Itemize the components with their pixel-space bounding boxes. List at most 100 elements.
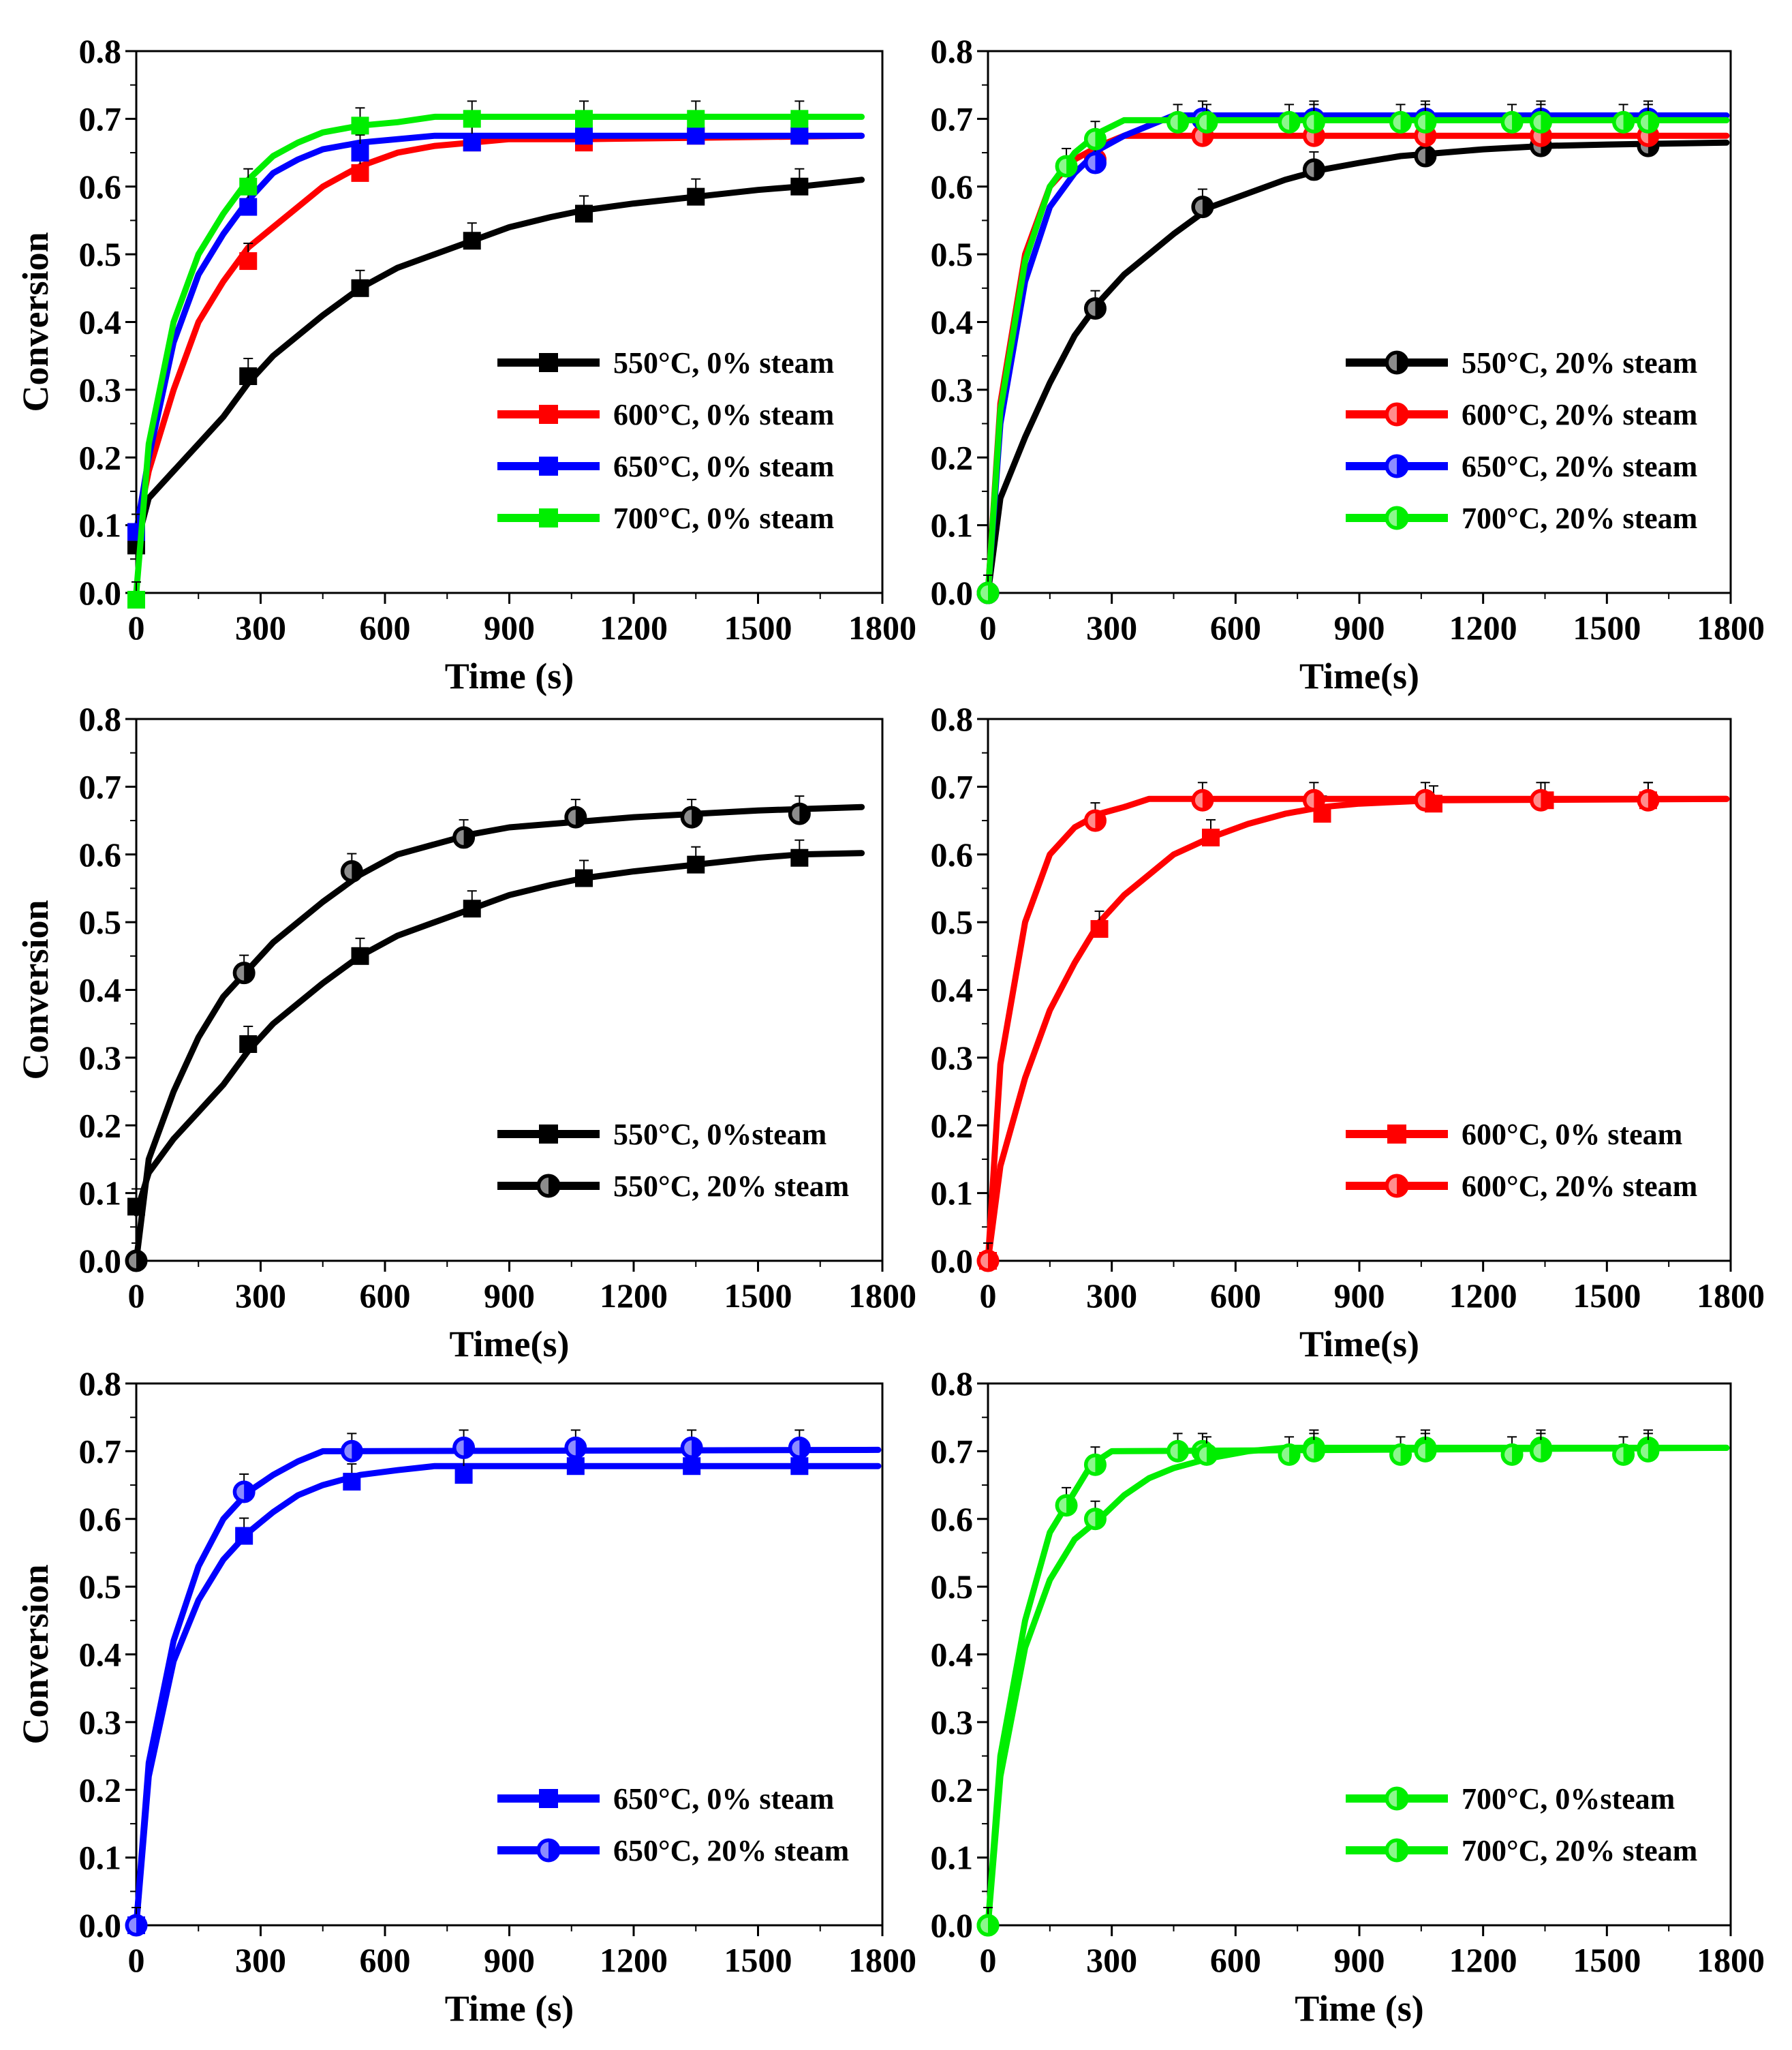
data-point-highlight	[1087, 301, 1096, 316]
x-tick-label: 900	[1334, 1941, 1385, 1979]
data-point-highlight	[684, 810, 692, 825]
x-tick-label: 900	[484, 1276, 535, 1315]
data-point-highlight	[1640, 793, 1648, 808]
x-tick-label: 1800	[848, 1276, 916, 1315]
series-line-1	[985, 139, 1730, 596]
x-tick-label: 1200	[600, 1941, 668, 1979]
legend-marker	[539, 1789, 558, 1808]
legend-label: 650°C, 0% steam	[613, 450, 834, 483]
y-tick-label: 0.3	[931, 1703, 974, 1741]
x-tick-label: 1200	[1449, 609, 1517, 647]
legend-label: 550°C, 20% steam	[1462, 346, 1697, 380]
data-point-highlight	[456, 1440, 464, 1456]
y-tick-label: 0.4	[931, 971, 974, 1009]
data-point	[239, 367, 258, 385]
y-axis-title: Conversion	[15, 232, 56, 412]
data-point	[463, 110, 481, 128]
series-line-4	[133, 113, 865, 596]
legend-marker-highlight	[1389, 1178, 1397, 1194]
x-tick-label: 300	[1086, 1276, 1137, 1315]
chart-panel-a: 0.0 0.1 0.2 0.3 0.4 0.5 0.6 0.7 0.8 0 300 600 900 120…	[15, 32, 916, 697]
y-tick-label: 0.4	[79, 971, 122, 1009]
y-tick-label: 0.7	[931, 1432, 974, 1470]
data-point	[454, 1466, 473, 1484]
data-point	[790, 848, 809, 867]
y-tick-label: 0.0	[931, 1242, 974, 1280]
y-tick-label: 0.8	[931, 1364, 974, 1403]
x-tick-label: 0	[980, 1276, 997, 1315]
data-point-highlight	[456, 829, 464, 845]
data-point	[575, 869, 593, 887]
data-point-highlight	[1087, 1457, 1096, 1473]
y-tick-label: 0.2	[79, 438, 122, 476]
data-point-highlight	[1616, 114, 1624, 130]
x-tick-label: 300	[235, 1941, 286, 1979]
y-axis-title: Conversion	[15, 1564, 56, 1744]
data-point-highlight	[1393, 114, 1401, 130]
data-point	[127, 590, 145, 609]
data-point	[351, 117, 369, 135]
data-point-highlight	[1533, 793, 1541, 808]
legend-marker	[539, 405, 558, 424]
data-point-highlight	[684, 1440, 692, 1456]
y-tick-label: 0.3	[79, 371, 122, 409]
y-tick-label: 0.5	[79, 903, 122, 941]
data-point	[463, 134, 481, 152]
y-tick-label: 0.1	[931, 506, 974, 545]
x-tick-label: 900	[1334, 609, 1385, 647]
y-axis-title: Conversion	[15, 900, 56, 1080]
y-tick-label: 0.8	[931, 700, 974, 738]
legend-marker-highlight	[1389, 510, 1397, 526]
y-tick-label: 0.3	[931, 371, 974, 409]
x-tick-label: 600	[1210, 1941, 1261, 1979]
data-point-highlight	[792, 806, 800, 822]
data-point-highlight	[236, 1484, 245, 1499]
y-tick-label: 0.3	[79, 1039, 122, 1077]
y-tick-label: 0.5	[931, 903, 974, 941]
x-tick-label: 300	[1086, 1941, 1137, 1979]
legend-marker	[539, 508, 558, 527]
chart-panel-e: 0.0 0.1 0.2 0.3 0.4 0.5 0.6 0.7 0.8 0 300 600 900 120…	[15, 1364, 916, 2029]
y-tick-label: 0.5	[79, 235, 122, 273]
data-point	[790, 127, 809, 145]
x-tick-label: 1500	[724, 1941, 792, 1979]
data-point	[575, 204, 593, 223]
legend-marker	[539, 353, 558, 372]
y-tick-label: 0.1	[931, 1839, 974, 1877]
data-point-highlight	[1059, 158, 1067, 174]
y-tick-label: 0.8	[79, 1364, 122, 1403]
x-tick-label: 600	[360, 1941, 411, 1979]
x-tick-label: 300	[235, 609, 286, 647]
y-tick-label: 0.6	[931, 1500, 974, 1538]
x-tick-label: 600	[1210, 1276, 1261, 1315]
data-point-highlight	[344, 863, 352, 879]
series-line-1	[133, 177, 865, 549]
legend-marker	[1387, 1125, 1406, 1144]
y-tick-label: 0.8	[79, 32, 122, 70]
x-tick-label: 1800	[848, 609, 916, 647]
data-point-highlight	[1417, 793, 1425, 808]
data-point-highlight	[1194, 793, 1203, 808]
data-point	[687, 855, 705, 874]
y-tick-label: 0.4	[931, 1636, 974, 1674]
data-point-highlight	[792, 1440, 800, 1456]
series-line-2	[133, 1446, 882, 1929]
y-tick-label: 0.4	[931, 303, 974, 341]
data-point-highlight	[1504, 114, 1513, 130]
data-point-highlight	[1087, 813, 1096, 829]
legend-label: 700°C, 0% steam	[613, 502, 834, 535]
data-point	[790, 177, 809, 196]
data-point-highlight	[1194, 128, 1203, 144]
chart-panel-b: 0.0 0.1 0.2 0.3 0.4 0.5 0.6 0.7 0.8 0 300 600 900 120…	[931, 32, 1765, 697]
data-point-highlight	[129, 1918, 136, 1933]
y-tick-label: 0.8	[931, 32, 974, 70]
x-tick-label: 0	[128, 1276, 145, 1315]
legend-label: 700°C, 20% steam	[1462, 1834, 1697, 1867]
data-point-highlight	[1306, 1443, 1314, 1459]
x-tick-label: 1200	[1449, 1941, 1517, 1979]
series-line-3	[133, 132, 865, 536]
data-point-highlight	[1417, 114, 1425, 130]
y-tick-label: 0.2	[931, 1771, 974, 1809]
x-tick-label: 1200	[600, 1276, 668, 1315]
